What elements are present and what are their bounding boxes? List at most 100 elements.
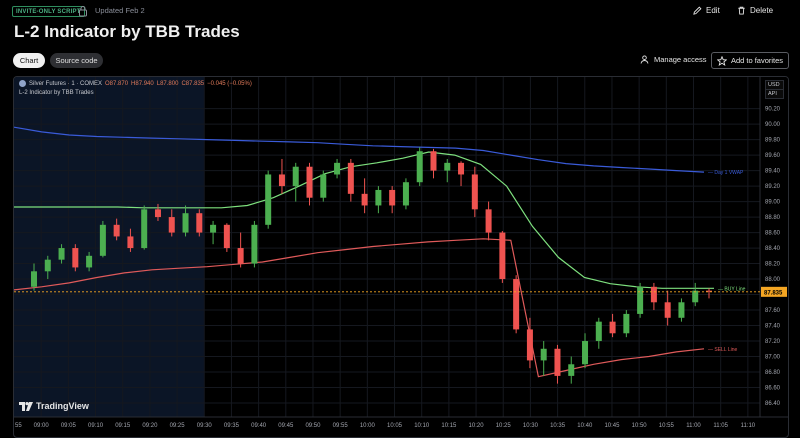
indicator-lines [14, 126, 714, 378]
time-tick-label: 09:05 [61, 423, 77, 429]
time-tick-label: 09:35 [224, 423, 240, 429]
candle [223, 223, 230, 252]
candle [306, 162, 313, 206]
manage-access-label: Manage access [654, 55, 707, 64]
candle-body [168, 217, 175, 233]
time-tick-label: 10:15 [441, 423, 457, 429]
line-labels: — Day 1 VWAP — BUY Line — SELL Line [708, 170, 746, 353]
time-tick-label: 11:05 [713, 423, 728, 429]
candle [416, 147, 423, 187]
candle-body [609, 321, 616, 334]
trash-icon [738, 6, 745, 15]
time-tick-label: 10:00 [360, 423, 376, 429]
pre-session-shading [14, 77, 205, 417]
star-icon [716, 55, 727, 66]
candle [278, 158, 285, 194]
candle [609, 313, 616, 338]
currency-label[interactable]: USD [766, 81, 783, 90]
candle-body [320, 174, 327, 198]
candle-body [444, 162, 451, 171]
time-tick-label: 10:35 [550, 423, 566, 429]
candlesticks [31, 147, 712, 384]
vwap-line [14, 126, 705, 173]
buy-line [14, 151, 714, 289]
candle-body [237, 248, 244, 264]
price-tick-label: 90.20 [765, 107, 781, 113]
candle [154, 203, 161, 221]
price-tick-label: 87.20 [765, 339, 781, 345]
api-label[interactable]: API [768, 91, 777, 97]
candle-body [210, 224, 217, 233]
candle-body [650, 286, 657, 303]
candle-body [278, 174, 285, 187]
candle-body [678, 302, 685, 318]
price-tick-label: 86.60 [765, 386, 781, 392]
candle [113, 218, 120, 241]
candle [389, 186, 396, 214]
candle [210, 220, 217, 245]
candle [499, 231, 506, 283]
price-tick-label: 89.00 [765, 200, 781, 206]
candle-body [513, 279, 520, 330]
time-tick-label: 10:50 [632, 423, 648, 429]
price-tick-label: 88.80 [765, 215, 781, 221]
candle [458, 161, 465, 187]
close-value: C87.835 [181, 80, 205, 87]
candle-body [334, 162, 341, 175]
candle [650, 282, 657, 311]
tab-source-code[interactable]: Source code [50, 53, 103, 68]
candle [375, 186, 382, 214]
candle [347, 158, 354, 202]
candle [595, 317, 602, 349]
price-tick-label: 88.00 [765, 277, 781, 283]
lock-icon [79, 6, 87, 17]
candle [568, 356, 575, 384]
price-tick-label: 88.40 [765, 246, 781, 252]
last-price-tag-text: 87.835 [764, 290, 783, 296]
candle-body [540, 348, 547, 361]
time-tick-label: 09:25 [170, 423, 186, 429]
indicator-name[interactable]: L-2 Indicator by TBB Trades [19, 90, 94, 96]
price-chart[interactable]: 90.20 90.00 89.80 89.60 89.40 89.20 89.00 88.80… [13, 76, 789, 438]
candle [182, 205, 189, 237]
delete-button[interactable]: Delete [737, 4, 773, 17]
updated-date: Updated Feb 2 [95, 6, 145, 15]
candle-body [127, 236, 134, 249]
candle [540, 341, 547, 376]
candle-body [223, 224, 230, 249]
currency-selector[interactable]: USD API [765, 80, 784, 99]
chart-canvas[interactable]: 90.20 90.00 89.80 89.60 89.40 89.20 89.00 88.80… [14, 77, 789, 438]
candle-body [154, 209, 161, 218]
tab-chart[interactable]: Chart [13, 53, 45, 68]
add-to-favorites-button[interactable]: Add to favorites [711, 52, 789, 69]
manage-access-button[interactable]: Manage access [640, 55, 707, 64]
candle-body [499, 232, 506, 280]
script-type-badge: INVITE-ONLY SCRIPT [12, 6, 85, 17]
candle [168, 209, 175, 237]
chart-legend: Silver Futures · 1 · COMEX O87.870 H87.9… [19, 80, 252, 87]
candle [251, 220, 258, 268]
candle [637, 282, 644, 318]
time-tick-label: 09:00 [34, 423, 50, 429]
add-to-favorites-label: Add to favorites [730, 56, 784, 65]
top-bar: INVITE-ONLY SCRIPT Updated Feb 2 Edit De… [0, 0, 800, 22]
edit-button[interactable]: Edit [693, 4, 720, 17]
candle-body [664, 302, 671, 318]
candle-body [361, 193, 368, 206]
tradingview-logo[interactable]: TradingView [19, 401, 89, 411]
candle-body [526, 329, 533, 361]
candle [44, 255, 51, 280]
time-tick-label: 10:30 [523, 423, 539, 429]
candle-body [251, 224, 258, 264]
price-tick-label: 88.60 [765, 231, 781, 237]
candle-body [430, 151, 437, 171]
candle [706, 288, 712, 299]
time-tick-label: 10:55 [659, 423, 675, 429]
time-tick-label: 11:10 [741, 423, 756, 429]
symbol-name[interactable]: Silver Futures · 1 · COMEX [29, 80, 103, 87]
time-axis[interactable]: 55 09:00 09:05 09:10 09:15 09:20 09:25 09:30 09:… [14, 77, 789, 429]
candle-body [72, 248, 79, 268]
candle [554, 344, 561, 384]
candle [58, 244, 65, 264]
candle [237, 232, 244, 268]
